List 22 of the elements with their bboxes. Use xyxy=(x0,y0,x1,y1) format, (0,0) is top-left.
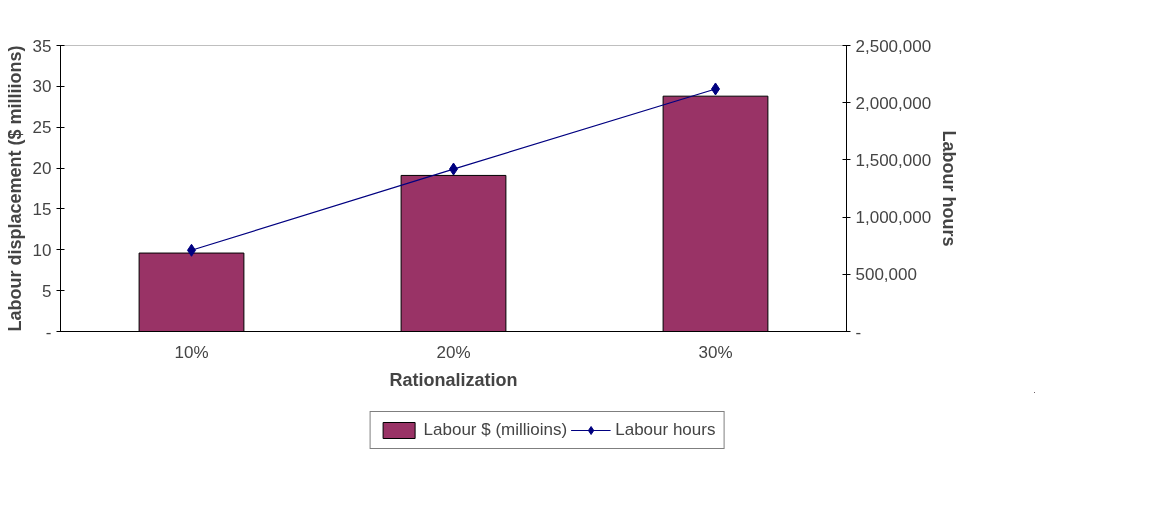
y-tick-label: 20 xyxy=(32,159,52,179)
y2-tick-label: 1,500,000 xyxy=(855,150,932,170)
y-tick-label: 5 xyxy=(42,281,52,301)
y-tick-label: 35 xyxy=(32,36,52,56)
legend-label: Labour $ (millioins) xyxy=(423,419,568,440)
y-axis-title: Labour displacement ($ milliions) xyxy=(4,45,25,332)
legend-label: Labour hours xyxy=(615,419,716,440)
y-tick-label: 25 xyxy=(32,118,52,138)
y-tick-label: 15 xyxy=(32,199,52,219)
y-tick-label: 10 xyxy=(32,240,52,260)
y2-tick-label: 500,000 xyxy=(855,265,917,285)
y2-tick-label: - xyxy=(855,322,862,342)
y-tick-label: - xyxy=(45,322,52,342)
x-axis-title: Rationalization xyxy=(389,369,518,390)
x-tick-label: 20% xyxy=(436,342,471,362)
y2-tick-label: 2,000,000 xyxy=(855,93,932,113)
y2-tick-label: 2,500,000 xyxy=(855,36,932,56)
y-tick-label: 30 xyxy=(32,77,52,97)
y2-tick-label: 1,000,000 xyxy=(855,208,932,228)
x-tick-label: 30% xyxy=(698,342,733,362)
y2-axis-title: Labour hours xyxy=(939,130,960,247)
x-tick-label: 10% xyxy=(174,342,209,362)
